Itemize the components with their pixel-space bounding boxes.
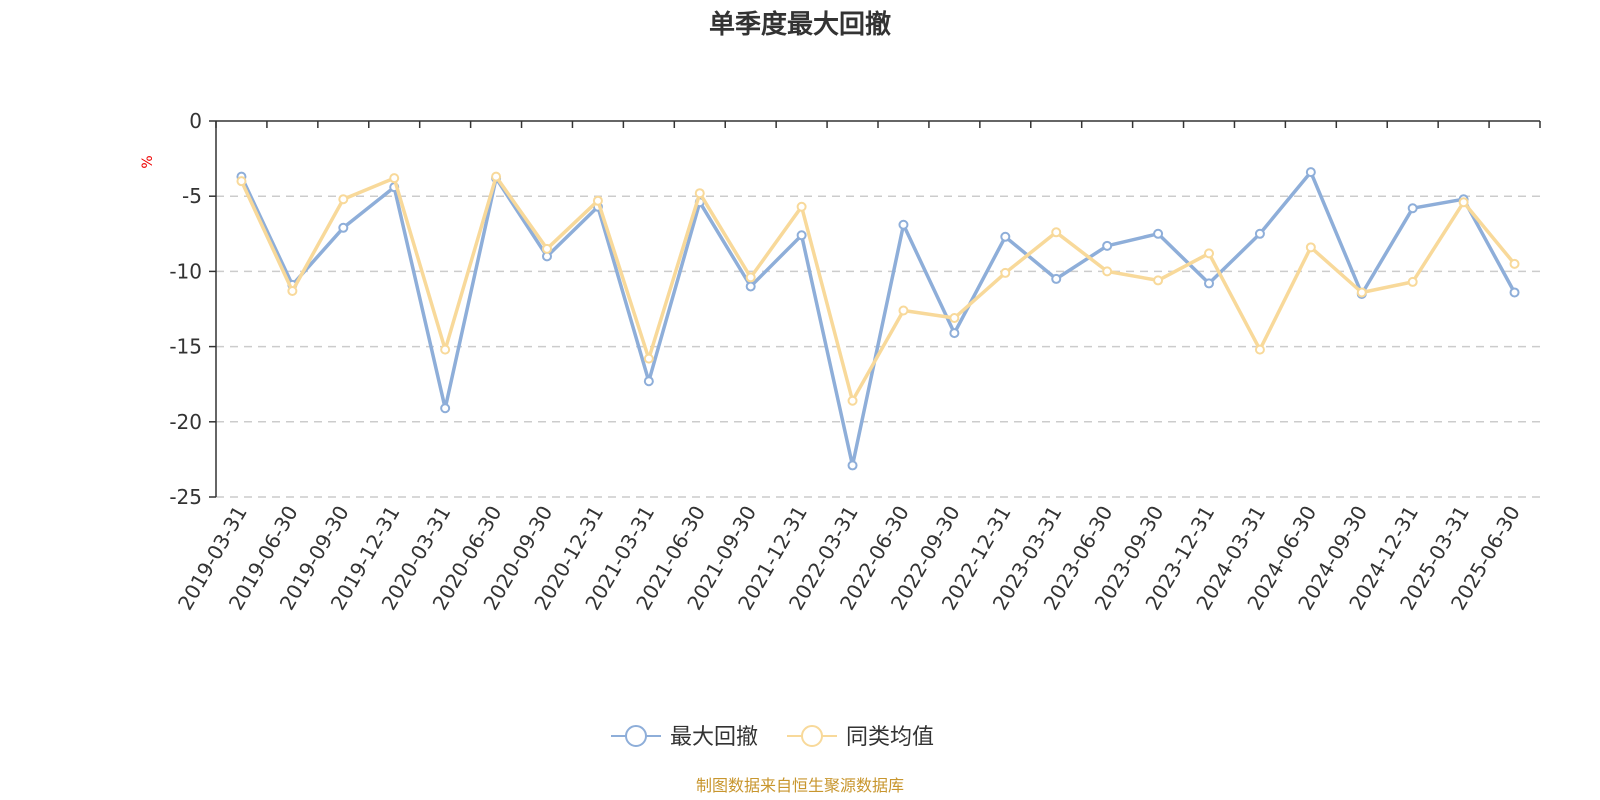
data-point: [1356, 287, 1367, 298]
data-point: [440, 403, 451, 414]
data-point: [847, 395, 858, 406]
data-point: [491, 171, 502, 182]
data-point: [338, 222, 349, 233]
data-point: [1102, 240, 1113, 251]
data-point: [1153, 228, 1164, 239]
data-point: [643, 376, 654, 387]
y-tick-label: -25: [169, 485, 202, 509]
y-tick-label: -15: [169, 335, 202, 359]
data-point: [287, 285, 298, 296]
series-group: [236, 167, 1520, 471]
data-point: [389, 173, 400, 184]
series-2: [236, 171, 1520, 406]
data-point: [440, 344, 451, 355]
y-tick-label: -20: [169, 410, 202, 434]
data-point: [1204, 278, 1214, 289]
data-point: [1051, 273, 1062, 284]
data-point: [694, 188, 705, 199]
data-point: [1254, 228, 1265, 239]
data-point: [949, 313, 960, 324]
data-point: [1000, 267, 1011, 278]
data-point: [898, 305, 909, 316]
data-point: [796, 201, 807, 212]
data-point: [592, 195, 603, 206]
data-point: [1509, 258, 1520, 269]
legend-item-1[interactable]: 最大回撤: [611, 725, 758, 750]
data-point: [1051, 227, 1062, 238]
y-tick-label: -5: [182, 184, 202, 208]
legend[interactable]: 最大回撤 同类均值: [611, 725, 934, 750]
legend-marker: [801, 725, 823, 747]
axes: [209, 120, 1541, 498]
data-point: [1407, 203, 1418, 214]
legend-item-2[interactable]: 同类均值: [787, 725, 934, 750]
legend-label: 同类均值: [846, 725, 934, 750]
data-point: [796, 230, 807, 241]
data-point: [847, 460, 858, 471]
data-point: [898, 219, 909, 230]
data-point: [1407, 276, 1418, 287]
data-point: [1000, 231, 1011, 242]
y-tick-labels: 0 -5 -10 -15 -20 -25: [169, 109, 202, 509]
series-line: [239, 174, 1516, 403]
data-point: [1458, 197, 1469, 208]
data-point: [1305, 242, 1316, 253]
y-axis-unit: %: [140, 155, 156, 168]
series-line: [239, 170, 1517, 468]
y-tick-label: -10: [169, 259, 202, 283]
data-point: [1509, 287, 1520, 298]
data-point: [338, 194, 349, 205]
data-point: [1153, 275, 1164, 286]
y-tick-label: 0: [189, 109, 202, 133]
data-point: [745, 272, 756, 283]
data-point: [745, 281, 756, 292]
data-point: [236, 176, 247, 187]
data-point: [1305, 167, 1316, 178]
data-point: [643, 353, 654, 364]
source-note: 制图数据来自恒生聚源数据库: [696, 776, 904, 795]
chart-title: 单季度最大回撤: [709, 9, 891, 40]
data-point: [1204, 248, 1214, 259]
data-point: [1254, 344, 1265, 355]
legend-marker: [625, 725, 647, 747]
x-tick-labels: 2019-03-312019-06-302019-09-302019-12-31…: [173, 501, 1525, 614]
data-point: [542, 243, 552, 254]
data-point: [1102, 266, 1113, 277]
series-1: [236, 167, 1520, 471]
legend-label: 最大回撤: [670, 725, 758, 750]
data-point: [949, 328, 960, 339]
